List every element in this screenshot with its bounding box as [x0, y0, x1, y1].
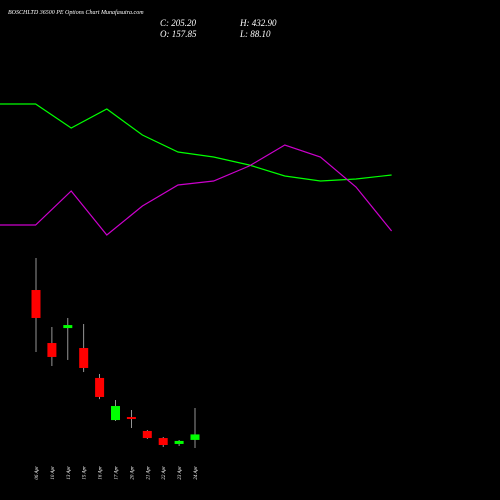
candle-body	[79, 348, 89, 368]
candle-body	[111, 406, 120, 421]
x-tick-label: 06 Apr	[35, 466, 40, 480]
x-tick-label: 13 Apr	[67, 466, 72, 480]
x-tick-label: 24 Apr	[194, 466, 199, 480]
stat-close: C: 205.20	[160, 18, 197, 28]
candle-body	[95, 377, 105, 397]
x-tick-label: 23 Apr	[178, 466, 183, 480]
x-tick-label: 22 Apr	[162, 466, 167, 480]
x-tick-label: 15 Apr	[83, 466, 88, 480]
candle-body	[47, 343, 57, 357]
candle-body	[126, 417, 136, 420]
x-tick-label: 10 Apr	[51, 466, 56, 480]
line-series	[0, 144, 393, 236]
x-tick-label: 17 Apr	[115, 466, 120, 480]
stat-high: H: 432.90	[239, 18, 277, 28]
candle-body	[63, 325, 73, 329]
x-tick-label: 21 Apr	[146, 466, 151, 480]
candle-body	[190, 434, 200, 440]
stat-low: L: 88.10	[239, 29, 271, 39]
candle-body	[31, 290, 41, 318]
x-tick-label: 20 Apr	[130, 466, 135, 480]
candle-body	[158, 438, 168, 446]
stat-open: O: 157.85	[160, 29, 197, 39]
chart-title: BOSCHLTD 36500 PE Options Chart Munafasu…	[8, 9, 144, 16]
candle-body	[142, 430, 152, 439]
line-series	[0, 103, 392, 182]
x-tick-label: 16 Apr	[99, 466, 104, 480]
candle-body	[174, 440, 184, 444]
